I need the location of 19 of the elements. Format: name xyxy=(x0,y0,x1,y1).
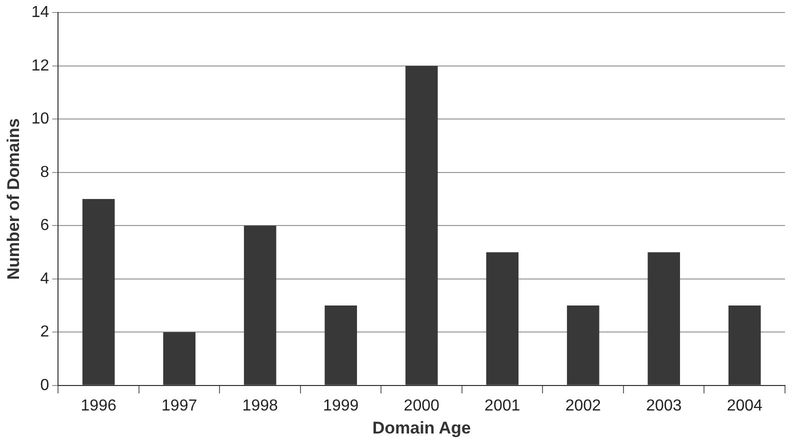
y-tick-label: 6 xyxy=(40,217,50,234)
y-tick-label: 4 xyxy=(40,270,50,288)
x-tick-label: 2002 xyxy=(565,397,602,414)
y-tick-label: 0 xyxy=(40,376,50,394)
y-tick-label: 8 xyxy=(40,164,50,181)
x-tick-label: 2000 xyxy=(404,397,440,414)
x-tick-label: 2003 xyxy=(646,397,682,414)
x-axis-title: Domain Age xyxy=(372,418,471,438)
x-tick-label: 1996 xyxy=(80,397,116,414)
y-tick-label: 12 xyxy=(31,57,50,74)
y-tick-label: 10 xyxy=(31,110,50,128)
y-tick-label: 14 xyxy=(31,4,50,22)
x-tick-label: 2001 xyxy=(484,397,520,414)
x-tick-label: 1999 xyxy=(323,397,359,414)
y-tick-label: 2 xyxy=(40,324,50,341)
x-tick-label: 1997 xyxy=(162,397,198,414)
x-tick-label: 2004 xyxy=(726,397,763,414)
x-tick-label: 1998 xyxy=(242,397,278,414)
y-axis-title: Number of Domains xyxy=(4,118,23,280)
